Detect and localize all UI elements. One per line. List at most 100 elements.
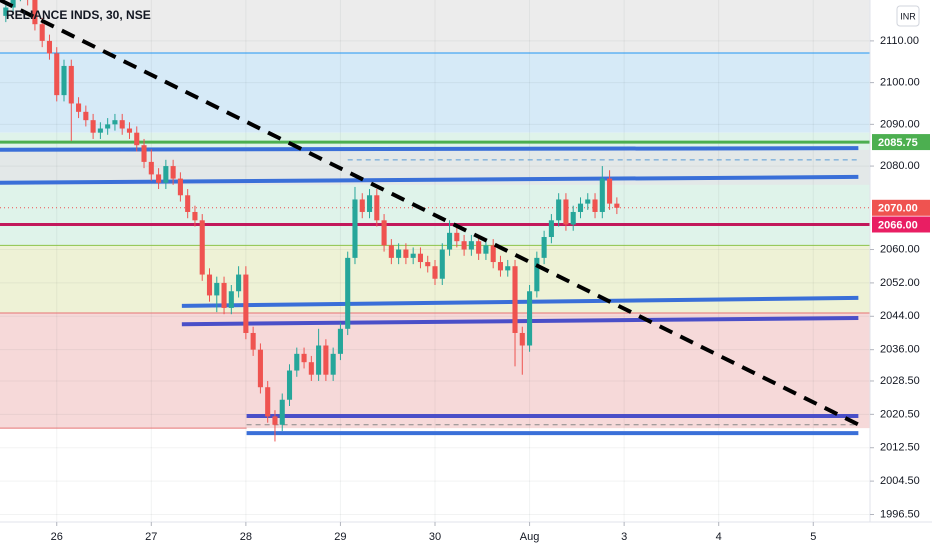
candle-body bbox=[366, 195, 373, 212]
candle-body bbox=[454, 232, 460, 242]
y-tick-label: 2100.00 bbox=[880, 77, 920, 89]
candle-body bbox=[585, 199, 591, 204]
candle-body bbox=[512, 266, 518, 333]
x-tick-label: 3 bbox=[621, 531, 627, 543]
candle-body bbox=[490, 245, 496, 263]
candle-body bbox=[556, 199, 562, 221]
price-label-box bbox=[872, 134, 930, 151]
candle-body bbox=[156, 174, 162, 183]
candle-body bbox=[330, 353, 336, 375]
candle-body bbox=[83, 111, 89, 121]
price-label: 2070.00 bbox=[878, 203, 918, 215]
plot-area bbox=[0, 0, 870, 522]
x-tick-label: 5 bbox=[810, 531, 816, 543]
candle-body bbox=[76, 103, 82, 112]
candle-body bbox=[381, 220, 387, 246]
candle-body bbox=[272, 416, 278, 425]
candle-body bbox=[112, 120, 118, 125]
candle-body bbox=[68, 65, 74, 104]
candle-body bbox=[505, 266, 511, 271]
x-tick-label: 26 bbox=[51, 531, 63, 543]
y-tick-label: 2020.50 bbox=[880, 408, 920, 420]
candle-body bbox=[308, 362, 314, 375]
drawn-line bbox=[181, 295, 859, 308]
candle-body bbox=[388, 245, 394, 258]
currency-button[interactable] bbox=[896, 5, 920, 27]
candle-body bbox=[439, 249, 445, 279]
candle-body bbox=[105, 124, 111, 129]
candle-body bbox=[236, 274, 242, 292]
candle-body bbox=[607, 178, 613, 204]
candle-body bbox=[294, 353, 300, 371]
candle-body bbox=[563, 199, 569, 225]
candle-body bbox=[599, 178, 605, 212]
candle-body bbox=[432, 266, 438, 279]
y-tick-label: 2080.00 bbox=[880, 160, 920, 172]
candle-body bbox=[403, 249, 409, 258]
candle-body bbox=[185, 195, 191, 212]
zone bbox=[0, 52, 870, 133]
candle-body bbox=[359, 199, 365, 212]
y-tick-label: 1996.50 bbox=[880, 508, 920, 520]
candle-body bbox=[592, 199, 598, 212]
candle-body bbox=[374, 195, 380, 221]
candle-body bbox=[352, 199, 358, 258]
candle-body bbox=[90, 120, 96, 133]
candle-body bbox=[461, 241, 467, 250]
candle-body bbox=[483, 245, 489, 254]
candle-body bbox=[396, 249, 402, 258]
y-tick-label: 2004.50 bbox=[880, 475, 920, 487]
candle-body bbox=[527, 291, 533, 346]
price-label: 2066.00 bbox=[878, 219, 918, 231]
candle-body bbox=[265, 387, 271, 417]
candle-body bbox=[614, 203, 620, 208]
drawn-line bbox=[181, 315, 859, 327]
candle-body bbox=[316, 345, 322, 375]
candle-body bbox=[54, 53, 60, 96]
x-tick-label: 27 bbox=[145, 531, 157, 543]
candle-body bbox=[192, 211, 198, 221]
candle-body bbox=[468, 241, 474, 250]
y-tick-label: 2110.00 bbox=[880, 35, 919, 47]
zone bbox=[0, 312, 870, 429]
candle-body bbox=[417, 253, 423, 263]
candle-body bbox=[447, 232, 453, 250]
candle-body bbox=[570, 211, 576, 225]
y-tick-label: 2060.00 bbox=[880, 243, 920, 255]
candle-body bbox=[39, 24, 45, 41]
candle-body bbox=[221, 282, 227, 308]
drawn-line bbox=[0, 174, 859, 185]
candle-body bbox=[345, 257, 351, 329]
candle-body bbox=[170, 166, 176, 179]
candle-body bbox=[577, 203, 584, 212]
candle-body bbox=[119, 120, 125, 129]
candle-body bbox=[177, 178, 183, 196]
candle-body bbox=[410, 253, 416, 258]
candle-body bbox=[548, 220, 554, 238]
candle-body bbox=[279, 399, 285, 425]
y-tick-label: 2036.00 bbox=[880, 344, 920, 356]
price-label-box bbox=[872, 216, 930, 233]
candle-body bbox=[301, 353, 307, 363]
candle-body bbox=[126, 128, 133, 133]
currency-label: INR bbox=[900, 11, 916, 21]
candle-body bbox=[141, 145, 147, 162]
candle-body bbox=[243, 274, 249, 333]
chart-title: RELIANCE INDS, 30, NSE bbox=[6, 8, 151, 22]
candle-body bbox=[3, 7, 9, 16]
y-tick-label: 2052.00 bbox=[880, 277, 920, 289]
candle-body bbox=[163, 166, 169, 183]
candle-body bbox=[97, 128, 103, 133]
candle-body bbox=[46, 40, 53, 54]
y-tick-label: 2044.00 bbox=[880, 310, 920, 322]
candle-body bbox=[541, 237, 547, 258]
candle-body bbox=[476, 241, 482, 254]
zone bbox=[0, 0, 870, 53]
x-tick-label: 29 bbox=[334, 531, 346, 543]
candle-body bbox=[32, 0, 38, 25]
candle-body bbox=[148, 161, 154, 175]
candle-body bbox=[337, 328, 343, 354]
y-tick-label: 2012.50 bbox=[880, 442, 920, 454]
